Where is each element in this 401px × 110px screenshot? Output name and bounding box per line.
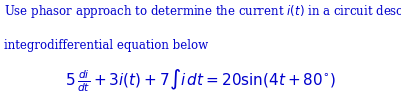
Text: $5\,\frac{di}{dt} + 3i(t) + 7\int i\,dt = 20\sin(4t + 80^{\circ})$: $5\,\frac{di}{dt} + 3i(t) + 7\int i\,dt …: [65, 67, 336, 94]
Text: Use phasor approach to determine the current $i(t)$ in a circuit describe by the: Use phasor approach to determine the cur…: [4, 3, 401, 20]
Text: integrodifferential equation below: integrodifferential equation below: [4, 38, 208, 51]
